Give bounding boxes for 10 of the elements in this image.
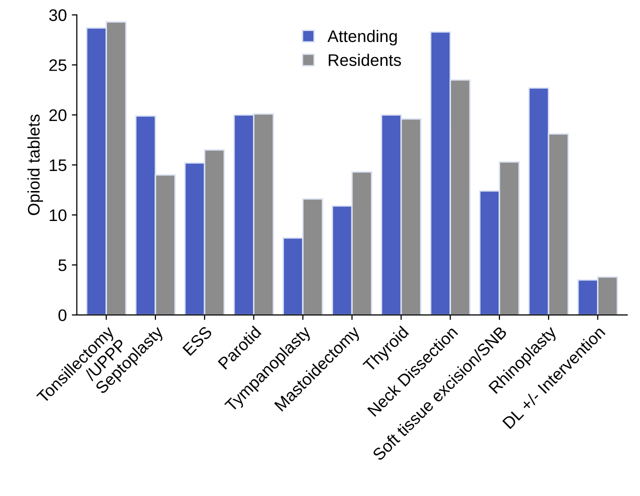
- y-tick-label: 5: [58, 260, 66, 272]
- y-tick-label: 20: [49, 109, 66, 122]
- y-tick-label: 10: [50, 209, 66, 222]
- legend-label: Attending: [327, 30, 397, 46]
- legend-label: Residents: [328, 54, 401, 66]
- y-axis-title: Opioid tablets: [27, 114, 43, 216]
- y-tick-label: 25: [49, 59, 66, 72]
- y-tick-label: 0: [58, 309, 66, 322]
- y-tick-label: 30: [49, 9, 66, 22]
- y-tick-label: 15: [50, 159, 66, 172]
